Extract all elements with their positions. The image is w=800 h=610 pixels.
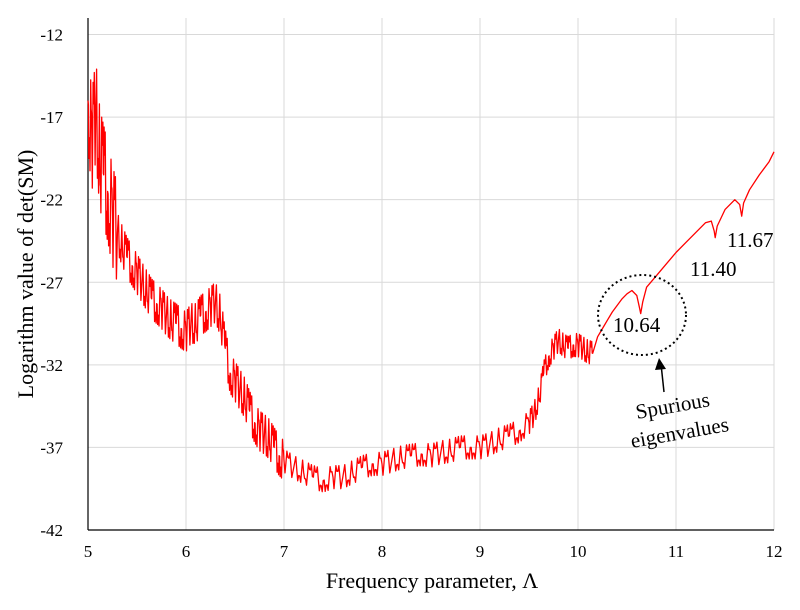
x-tick-label: 6 <box>182 542 191 561</box>
label-11-40: 11.40 <box>690 257 736 281</box>
spurious-arrow-head <box>655 358 666 370</box>
y-tick-label: -37 <box>40 438 63 457</box>
x-tick-label: 9 <box>476 542 485 561</box>
label-10-64: 10.64 <box>613 313 661 337</box>
x-axis-title: Frequency parameter, Λ <box>326 568 538 593</box>
spurious-ellipse <box>597 274 687 356</box>
y-tick-label: -32 <box>40 356 63 375</box>
y-tick-label: -27 <box>40 273 63 292</box>
series-line <box>87 68 775 493</box>
x-tick-label: 11 <box>668 542 684 561</box>
series-layer <box>87 68 775 493</box>
x-tick-label: 5 <box>84 542 93 561</box>
y-tick-labels: -12 -17 -22 -27 -32 -37 -42 <box>40 26 63 540</box>
x-tick-label: 12 <box>766 542 783 561</box>
y-tick-label: -12 <box>40 26 63 45</box>
y-axis-title: Logarithm value of det(SM) <box>13 150 38 399</box>
x-tick-label: 8 <box>378 542 387 561</box>
y-tick-label: -42 <box>40 521 63 540</box>
label-11-67: 11.67 <box>727 228 773 252</box>
x-tick-label: 7 <box>280 542 289 561</box>
x-tick-labels: 5 6 7 8 9 10 11 12 <box>84 542 783 561</box>
grid <box>88 18 775 530</box>
y-tick-label: -22 <box>40 191 63 210</box>
y-tick-label: -17 <box>40 108 63 127</box>
x-tick-label: 10 <box>570 542 587 561</box>
